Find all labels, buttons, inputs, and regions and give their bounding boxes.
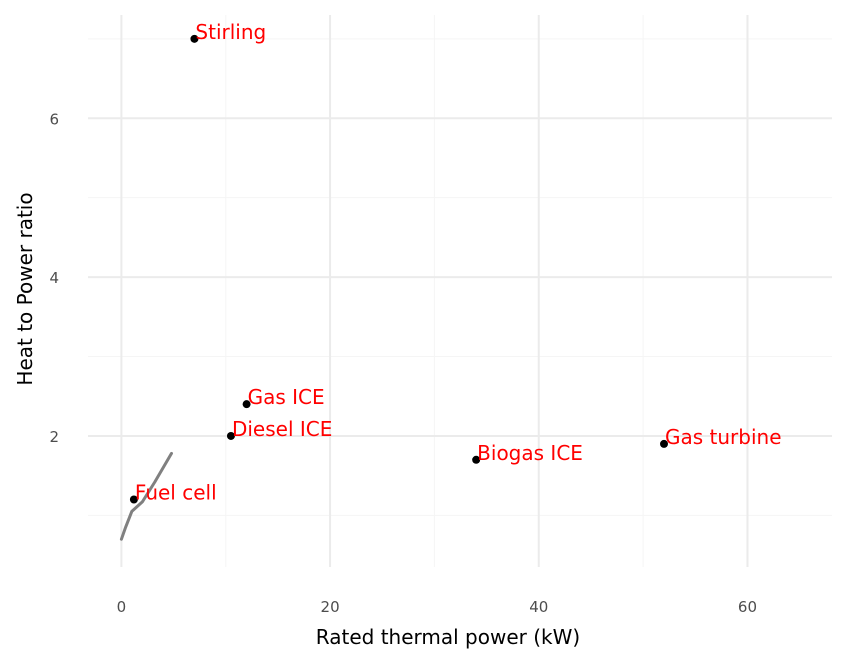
point-label: Diesel ICE [232, 417, 332, 441]
y-tick-label: 4 [49, 269, 59, 287]
y-tick-label: 2 [49, 428, 59, 446]
data-point [660, 439, 668, 448]
y-axis-title: Heat to Power ratio [13, 192, 37, 385]
point-label: Gas ICE [248, 385, 325, 409]
x-tick-label: 20 [321, 598, 340, 616]
major-grid [88, 15, 832, 567]
y-axis-ticks: 2 4 6 [49, 110, 59, 446]
data-point [472, 455, 481, 464]
points-layer [129, 34, 668, 504]
point-label: Fuel cell [135, 480, 217, 504]
data-point [242, 400, 251, 409]
point-label: Gas turbine [665, 425, 782, 449]
point-label: Stirling [195, 20, 266, 44]
y-tick-label: 6 [49, 110, 59, 128]
data-point [190, 34, 199, 43]
x-tick-label: 60 [738, 598, 757, 616]
point-labels-layer: Stirling Gas ICE Diesel ICE Fuel cell Biogas… [135, 20, 782, 505]
trend-line-layer [119, 451, 173, 541]
trend-line [119, 451, 173, 541]
x-axis-title: Rated thermal power (kW) [316, 625, 580, 649]
point-label: Biogas ICE [477, 441, 583, 465]
x-tick-label: 0 [117, 598, 127, 616]
x-axis-ticks: 0 20 40 60 [117, 598, 757, 616]
data-point [226, 431, 235, 440]
x-tick-label: 40 [529, 598, 548, 616]
minor-grid [88, 15, 832, 567]
data-point [129, 495, 138, 504]
